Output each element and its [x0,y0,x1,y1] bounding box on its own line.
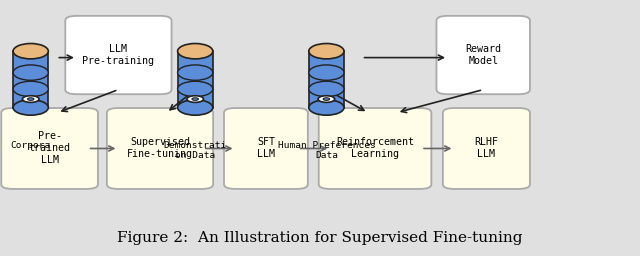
FancyBboxPatch shape [319,108,431,189]
Ellipse shape [308,44,344,59]
Circle shape [22,96,39,102]
Ellipse shape [178,81,212,97]
Ellipse shape [13,100,49,115]
Text: Supervised
Fine-tuning: Supervised Fine-tuning [127,137,193,159]
FancyBboxPatch shape [177,51,212,108]
Text: Figure 2:  An Illustration for Supervised Fine-tuning: Figure 2: An Illustration for Supervised… [117,231,523,245]
Text: Reinforcement
Learning: Reinforcement Learning [336,137,414,159]
Circle shape [318,96,335,102]
FancyBboxPatch shape [65,16,172,94]
Circle shape [187,96,204,102]
FancyBboxPatch shape [1,108,98,189]
Text: Reward
Model: Reward Model [465,44,501,66]
Circle shape [28,98,34,100]
Text: Demonstrati
on Data: Demonstrati on Data [164,141,227,160]
Ellipse shape [178,44,212,59]
Ellipse shape [308,65,344,80]
Ellipse shape [13,81,49,97]
Text: Pre-
trained
LLM: Pre- trained LLM [29,132,70,165]
Ellipse shape [308,81,344,97]
FancyBboxPatch shape [443,108,530,189]
FancyBboxPatch shape [309,51,344,108]
Ellipse shape [13,44,49,59]
FancyBboxPatch shape [107,108,213,189]
Circle shape [192,98,198,100]
Ellipse shape [308,100,344,115]
Text: Corpora: Corpora [11,141,51,150]
Text: LLM
Pre-training: LLM Pre-training [83,44,154,66]
Ellipse shape [13,65,49,80]
Text: RLHF
LLM: RLHF LLM [474,137,499,159]
Circle shape [323,98,330,100]
Ellipse shape [178,100,212,115]
Text: Human Preferences
Data: Human Preferences Data [278,141,375,160]
FancyBboxPatch shape [436,16,530,94]
FancyBboxPatch shape [224,108,308,189]
FancyBboxPatch shape [13,51,49,108]
Ellipse shape [178,65,212,80]
Text: SFT
LLM: SFT LLM [257,137,275,159]
